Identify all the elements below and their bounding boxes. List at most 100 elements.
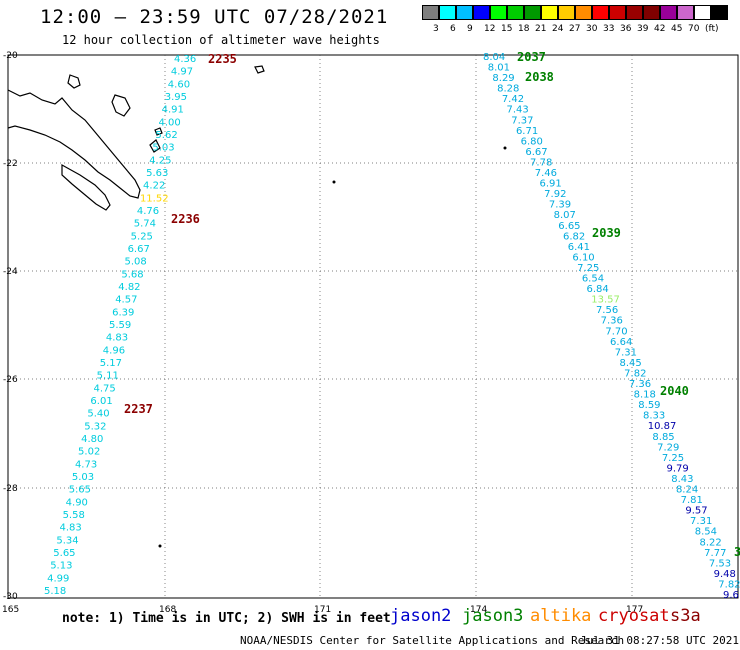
latitude-tick-label: -24 [3,267,18,277]
swh-value-label: 5.18 [44,586,66,597]
swh-value-label: 6.67 [128,244,150,255]
swh-value-label: 11.52 [140,193,169,204]
credit-text: NOAA/NESDIS Center for Satellite Applica… [240,634,625,647]
swh-value-label: 6.65 [558,221,580,232]
swh-value-label: 7.36 [629,379,651,390]
swh-value-label: 7.82 [718,579,740,590]
swh-value-label: 9.79 [667,463,689,474]
swh-value-label: 4.57 [115,295,137,306]
colorbar-swatch [473,5,490,20]
swh-value-label: 6.80 [521,136,543,147]
swh-value-label: 7.77 [704,548,726,559]
colorbar-swatch [694,5,711,20]
colorbar-swatch [643,5,660,20]
swh-value-label: 4.90 [66,497,88,508]
swh-value-label: 5.13 [50,561,72,572]
swh-value-label: 4.97 [171,67,193,78]
swh-value-label: 5.08 [124,257,146,268]
swh-value-label: 5.58 [63,510,85,521]
colorbar-label: 12 [484,24,496,34]
swh-value-label: 6.64 [610,337,632,348]
swh-value-label: 4.00 [159,117,181,128]
island-dot [332,180,336,184]
map-title: 12:00 — 23:59 UTC 07/28/2021 [40,6,389,28]
swh-value-label: 5.25 [131,231,153,242]
swh-value-label: 6.41 [568,242,590,253]
swh-value-label: 3.95 [165,92,187,103]
swh-value-label: 7.92 [544,189,566,200]
swh-value-label: 7.43 [507,105,529,116]
swh-value-label: 5.62 [155,130,177,141]
swh-value-label: 5.02 [78,447,100,458]
swh-value-label: 5.40 [87,409,109,420]
satellite-legend-item: cryosat [598,606,670,626]
time-label: 2235 [208,52,237,66]
longitude-tick-label: 168 [159,605,176,615]
swh-value-label: 4.80 [81,434,103,445]
swh-value-label: 4.83 [59,523,81,534]
swh-value-label: 5.32 [84,421,106,432]
colorbar-swatch [592,5,609,20]
colorbar-swatch [456,5,473,20]
swh-value-label: 8.33 [643,411,665,422]
colorbar-swatch [507,5,524,20]
colorbar-swatch [422,5,439,20]
colorbar-swatch [677,5,694,20]
time-label: 3 [734,545,740,559]
coastline [154,127,163,136]
swh-value-label: 4.75 [94,383,116,394]
colorbar-label: 33 [603,24,615,34]
generated-timestamp: Jul 31 08:27:58 UTC 2021 [580,634,739,647]
swh-value-label: 5.34 [56,535,78,546]
time-label: 2236 [171,212,200,226]
swh-value-label: 6.71 [516,126,538,137]
swh-value-label: 6.67 [525,147,547,158]
coastline [111,94,131,117]
swh-value-label: 8.28 [497,84,519,95]
time-label: 2037 [517,50,546,64]
swh-value-label: 4.36 [174,54,196,65]
swh-value-label: 7.29 [657,442,679,453]
swh-value-label: 6.01 [90,396,112,407]
colorbar-label: 21 [535,24,547,34]
longitude-tick-label: 174 [470,605,487,615]
swh-value-label: 7.42 [502,94,524,105]
swh-value-label: 7.25 [662,453,684,464]
swh-value-label: 7.31 [690,516,712,527]
swh-value-label: 5.11 [97,371,119,382]
swh-value-label: 9.6 [723,590,739,601]
coastline [7,89,141,199]
colorbar-label: 15 [501,24,513,34]
colorbar-label: 36 [620,24,632,34]
swh-value-label: 5.65 [69,485,91,496]
swh-value-label: 9.48 [714,569,736,580]
swh-value-label: 8.22 [699,537,721,548]
swh-value-label: 8.07 [554,210,576,221]
swh-value-label: 7.46 [535,168,557,179]
swh-value-label: 8.43 [671,474,693,485]
colorbar-swatch [626,5,643,20]
swh-value-label: 8.04 [483,52,505,63]
swh-value-label: 6.82 [563,231,585,242]
colorbar-label: 27 [569,24,581,34]
swh-value-label: 5.63 [146,168,168,179]
swh-value-label: 4.76 [137,206,159,217]
swh-value-label: 7.25 [577,263,599,274]
colorbar-label: 6 [450,24,456,34]
swh-value-label: 7.56 [596,305,618,316]
swh-value-label: 7.70 [605,326,627,337]
colorbar-label: 42 [654,24,666,34]
swh-value-label: 6.54 [582,274,604,285]
swh-value-label: 4.96 [103,345,125,356]
colorbar-swatch [660,5,677,20]
colorbar-label: 18 [518,24,530,34]
latitude-tick-label: -22 [3,159,18,169]
colorbar-swatch [558,5,575,20]
swh-value-label: 5.03 [72,472,94,483]
swh-value-label: 5.65 [53,548,75,559]
map-frame [7,54,739,599]
colorbar-swatch [524,5,541,20]
swh-value-label: 8.85 [652,432,674,443]
swh-value-label: 6.84 [587,284,609,295]
